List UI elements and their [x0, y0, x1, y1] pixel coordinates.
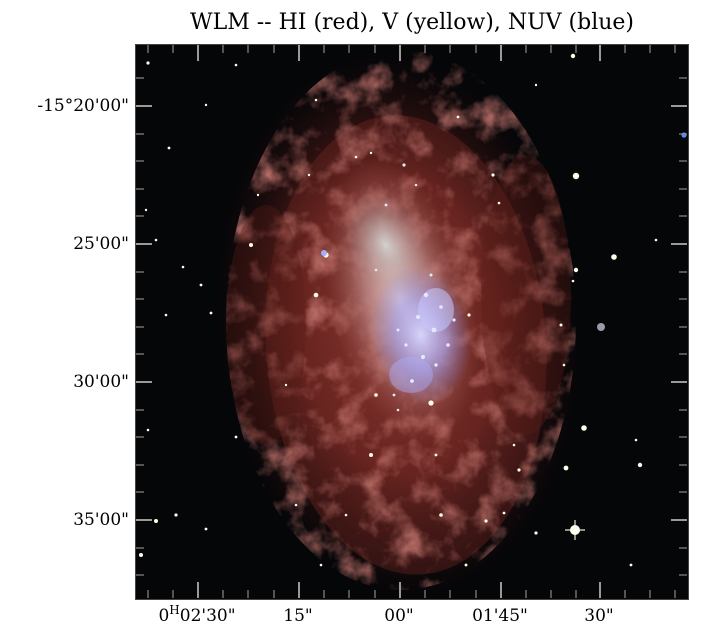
x-tick-label: 00" [384, 606, 414, 626]
star-forming-knots [374, 163, 456, 412]
stellar-body [322, 158, 480, 442]
y-tick-label: 30'00" [73, 372, 129, 392]
field-stars [139, 53, 687, 567]
axis-ticks [136, 45, 687, 598]
x-tick-label: 30" [584, 606, 614, 626]
minor-ticks [136, 45, 687, 598]
y-tick-label: 35'00" [73, 510, 129, 530]
x-tick-label: 15" [283, 606, 313, 626]
y-tick-label: -15°20'00" [37, 96, 129, 116]
x-tick-label: 0H02'30" [158, 603, 236, 626]
galaxy-composite-image [136, 45, 687, 598]
x-tick-label: 01'45" [472, 606, 528, 626]
sky-image [135, 44, 689, 600]
y-tick-label: 25'00" [73, 234, 129, 254]
bright-star [565, 520, 585, 540]
figure-title: WLM -- HI (red), V (yellow), NUV (blue) [189, 10, 635, 35]
